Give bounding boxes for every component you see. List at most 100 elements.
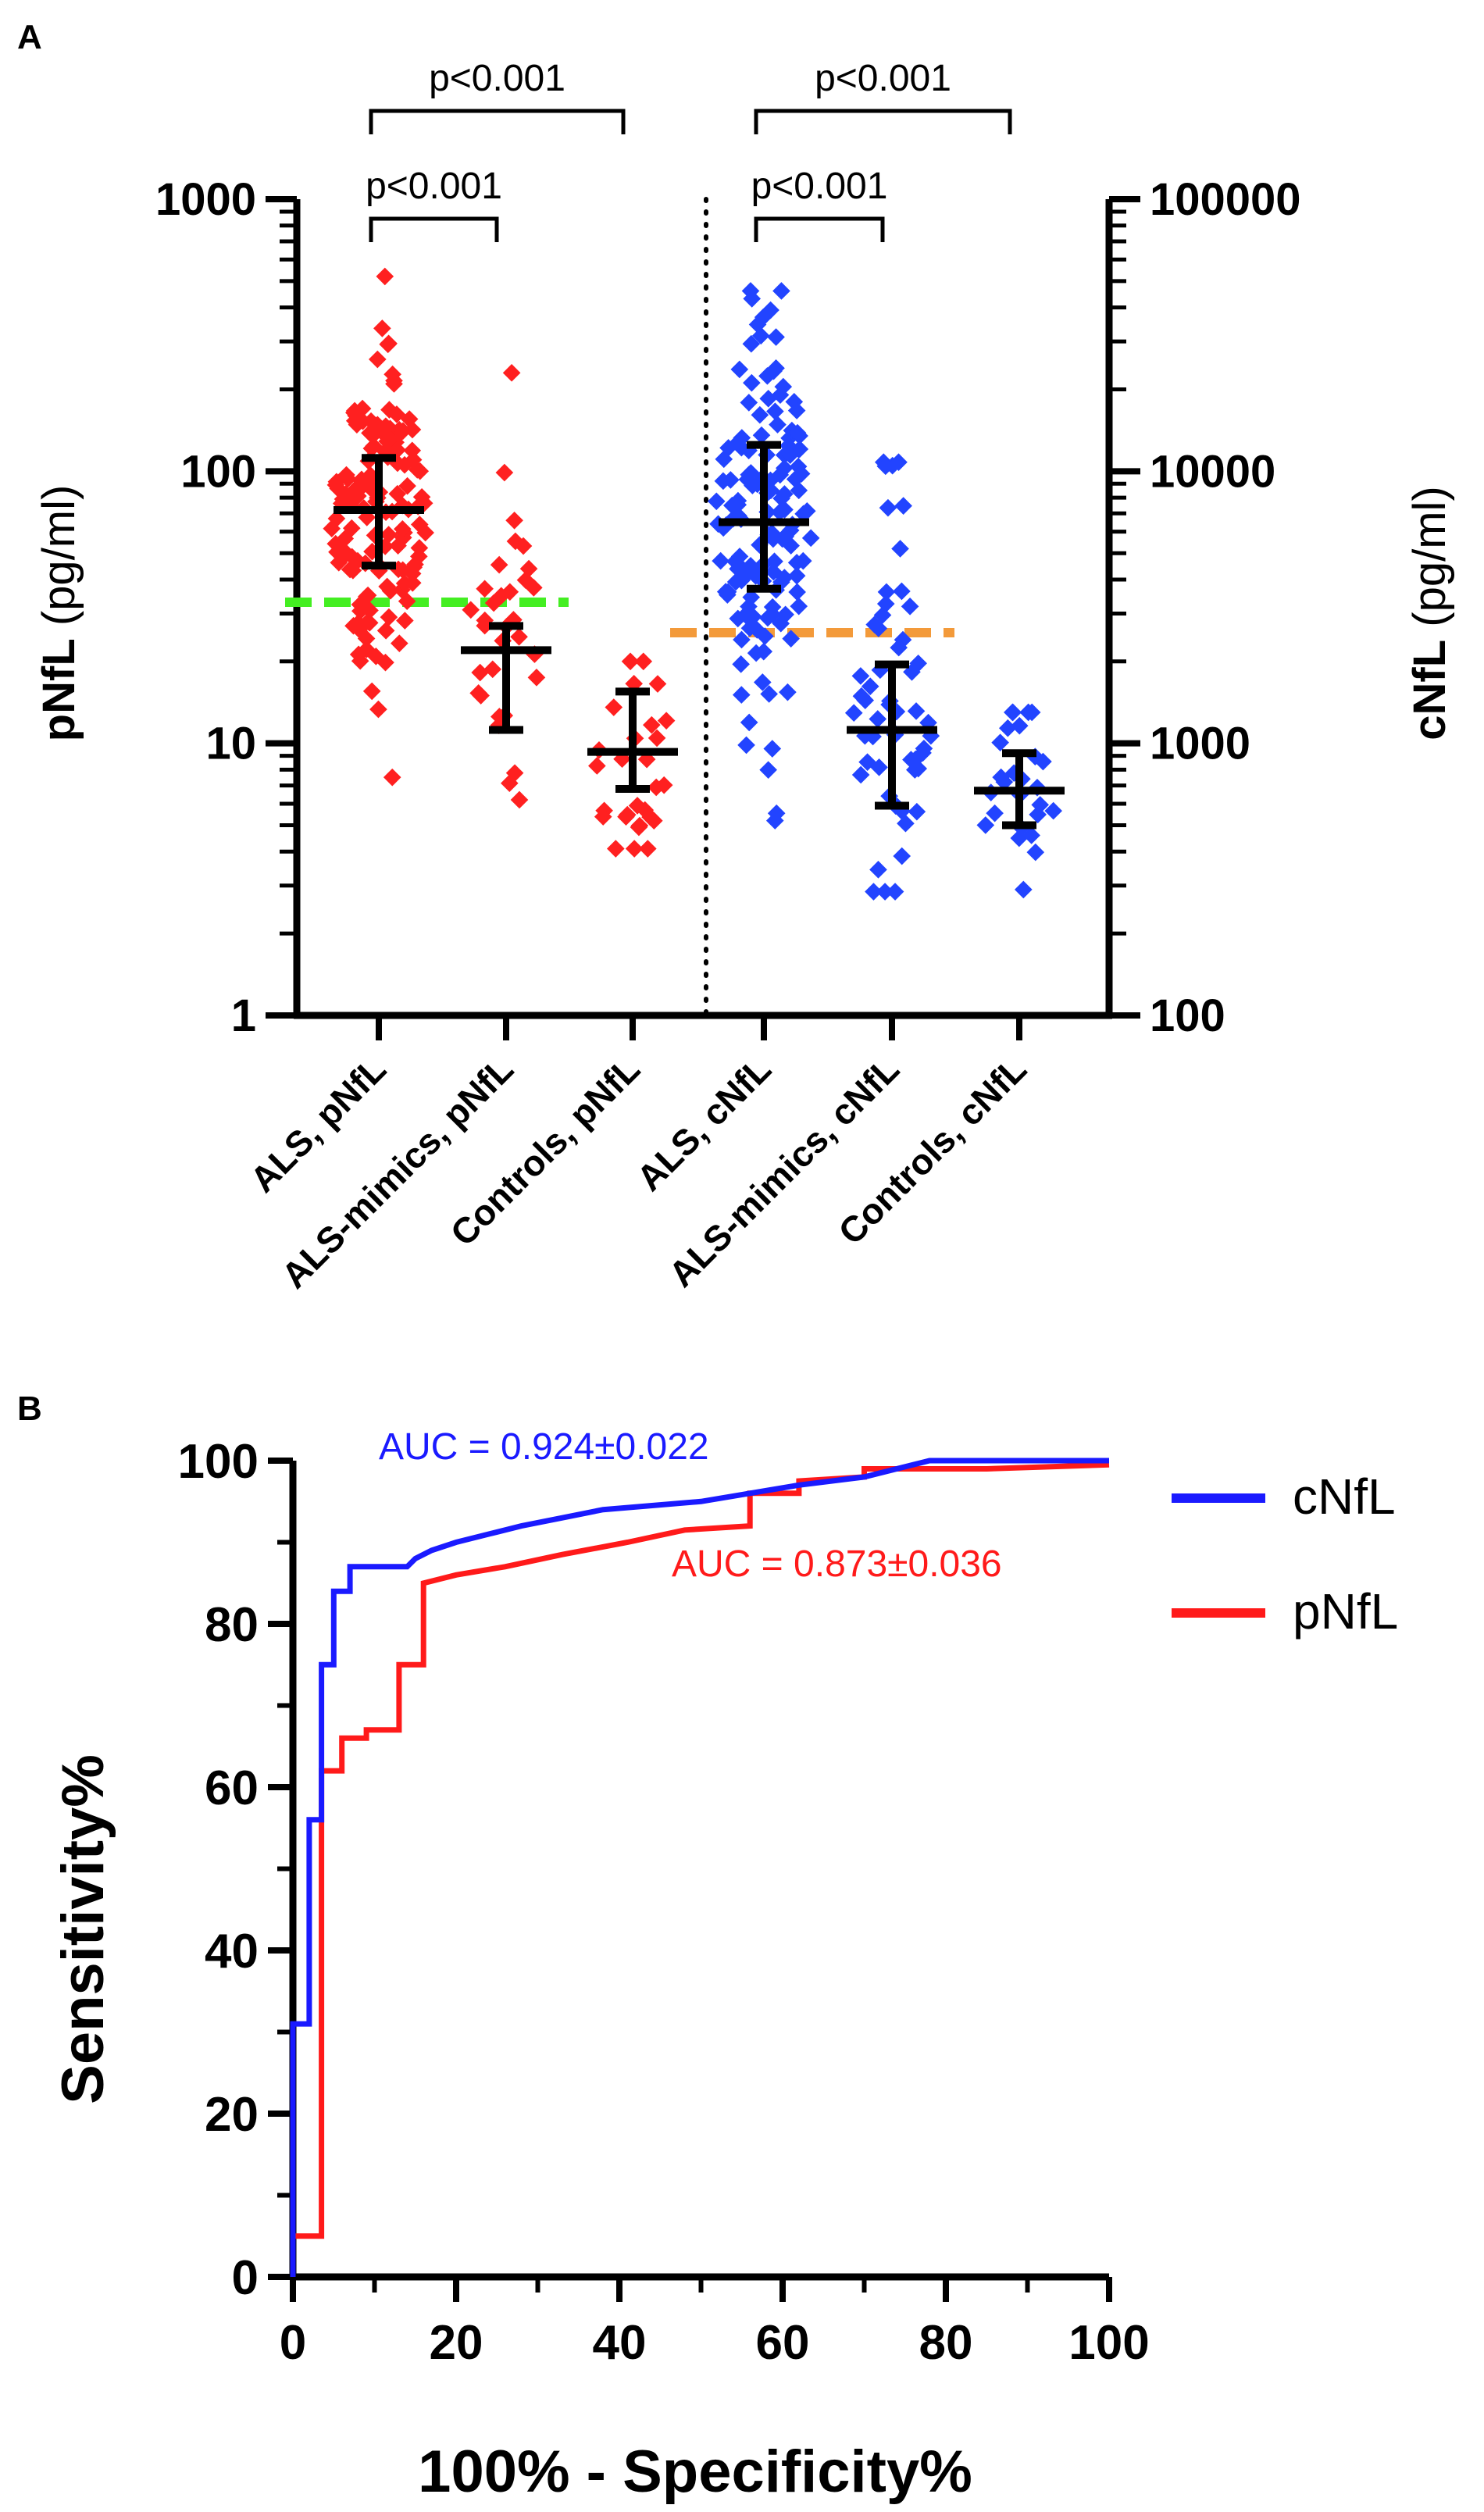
data-point bbox=[865, 883, 883, 901]
legend-label-pnfl: pNfL bbox=[1293, 1583, 1398, 1640]
data-point bbox=[861, 677, 879, 696]
data-point bbox=[351, 651, 369, 670]
data-point bbox=[411, 462, 430, 480]
data-point bbox=[716, 583, 735, 601]
data-point bbox=[773, 530, 791, 548]
data-point bbox=[788, 423, 807, 442]
data-point bbox=[625, 840, 644, 858]
data-point bbox=[396, 612, 414, 630]
panel-b-y-tick-label: 80 bbox=[205, 1598, 259, 1652]
panel-b-xlabel: 100% - Specificity% bbox=[418, 2439, 972, 2505]
data-point bbox=[605, 698, 623, 716]
data-point bbox=[907, 702, 926, 720]
data-point bbox=[502, 364, 521, 382]
data-point bbox=[787, 401, 806, 419]
data-point bbox=[909, 759, 928, 778]
data-point bbox=[759, 761, 777, 779]
data-point bbox=[380, 526, 398, 544]
panel-a-points bbox=[323, 267, 1062, 901]
data-point bbox=[762, 301, 779, 319]
data-point bbox=[510, 627, 528, 646]
data-point bbox=[648, 675, 667, 693]
data-point bbox=[801, 529, 820, 548]
data-point bbox=[908, 802, 926, 821]
data-point bbox=[733, 630, 751, 649]
data-point bbox=[410, 539, 429, 557]
panel-b-roc-curves bbox=[290, 1458, 1110, 2277]
panel-b-x-tick-label: 60 bbox=[756, 2316, 810, 2370]
data-point bbox=[765, 362, 783, 380]
data-point bbox=[788, 583, 806, 601]
data-point bbox=[766, 402, 784, 420]
data-point bbox=[756, 627, 774, 645]
data-point bbox=[403, 565, 422, 583]
data-point bbox=[644, 812, 663, 830]
data-point bbox=[893, 582, 911, 601]
panel-a-cutoffs bbox=[285, 598, 954, 638]
data-point bbox=[733, 429, 751, 447]
data-point bbox=[769, 416, 787, 434]
panel-b-x-tick-label: 40 bbox=[593, 2316, 647, 2370]
significance-bracket bbox=[754, 109, 1012, 134]
data-point bbox=[986, 804, 1004, 822]
data-point bbox=[1010, 829, 1029, 847]
data-point bbox=[594, 808, 612, 826]
panel-b-x-tick-label: 100 bbox=[1068, 2316, 1149, 2370]
data-point bbox=[351, 595, 369, 614]
data-point bbox=[1014, 880, 1033, 899]
panel-b-x-tick-label: 0 bbox=[280, 2316, 306, 2370]
left-y-tick-label: 1000 bbox=[155, 174, 256, 225]
data-point bbox=[376, 653, 394, 672]
panel-a-error-bars bbox=[334, 441, 1065, 830]
data-point bbox=[759, 390, 778, 408]
panel-b-legend: cNfL pNfL bbox=[1172, 1468, 1398, 1640]
data-point bbox=[763, 740, 782, 758]
data-point bbox=[779, 683, 797, 701]
data-point bbox=[471, 663, 489, 682]
data-point bbox=[781, 446, 800, 464]
data-point bbox=[876, 594, 895, 613]
data-point bbox=[1019, 703, 1037, 722]
data-point bbox=[976, 816, 995, 834]
data-point bbox=[876, 457, 895, 476]
right-y-tick-label: 1000 bbox=[1150, 719, 1250, 769]
data-point bbox=[1026, 843, 1045, 862]
data-point bbox=[621, 652, 640, 671]
data-point bbox=[722, 471, 740, 489]
data-point bbox=[1034, 752, 1052, 771]
panel-b-y-tick-label: 60 bbox=[205, 1761, 259, 1815]
data-point bbox=[588, 757, 606, 775]
data-point bbox=[763, 605, 782, 623]
data-point bbox=[792, 465, 811, 483]
left-y-tick-label: 1 bbox=[231, 990, 256, 1041]
panel-b-x-tick-label: 80 bbox=[919, 2316, 973, 2370]
data-point bbox=[771, 466, 790, 484]
data-point bbox=[869, 619, 888, 637]
data-point bbox=[877, 583, 896, 601]
data-point bbox=[492, 587, 511, 605]
significance-bracket bbox=[369, 216, 499, 242]
p-value-label: p<0.001 bbox=[751, 166, 888, 207]
data-point bbox=[403, 573, 422, 592]
data-point bbox=[398, 476, 416, 495]
data-point bbox=[647, 729, 666, 748]
data-point bbox=[416, 523, 434, 542]
panel-a-ylabel-left-bold: pNfL bbox=[34, 638, 84, 741]
data-point bbox=[732, 655, 750, 673]
data-point bbox=[638, 840, 657, 858]
panel-a-ylabel-right-bold: cNfL bbox=[1404, 640, 1455, 740]
data-point bbox=[886, 883, 904, 901]
panel-a-ylabel-left: pNfL (pg/ml) bbox=[34, 485, 84, 742]
data-point bbox=[376, 622, 395, 640]
data-point bbox=[856, 691, 875, 709]
data-point bbox=[790, 481, 808, 500]
panel-b-y-tick-label: 20 bbox=[205, 2088, 259, 2142]
data-point bbox=[743, 373, 761, 392]
right-y-tick-label: 100000 bbox=[1150, 174, 1301, 225]
data-point bbox=[737, 736, 755, 755]
panel-a-label: A bbox=[17, 18, 42, 56]
data-point bbox=[844, 704, 863, 723]
category-label: ALS-mimics, pNfL bbox=[273, 1048, 521, 1296]
